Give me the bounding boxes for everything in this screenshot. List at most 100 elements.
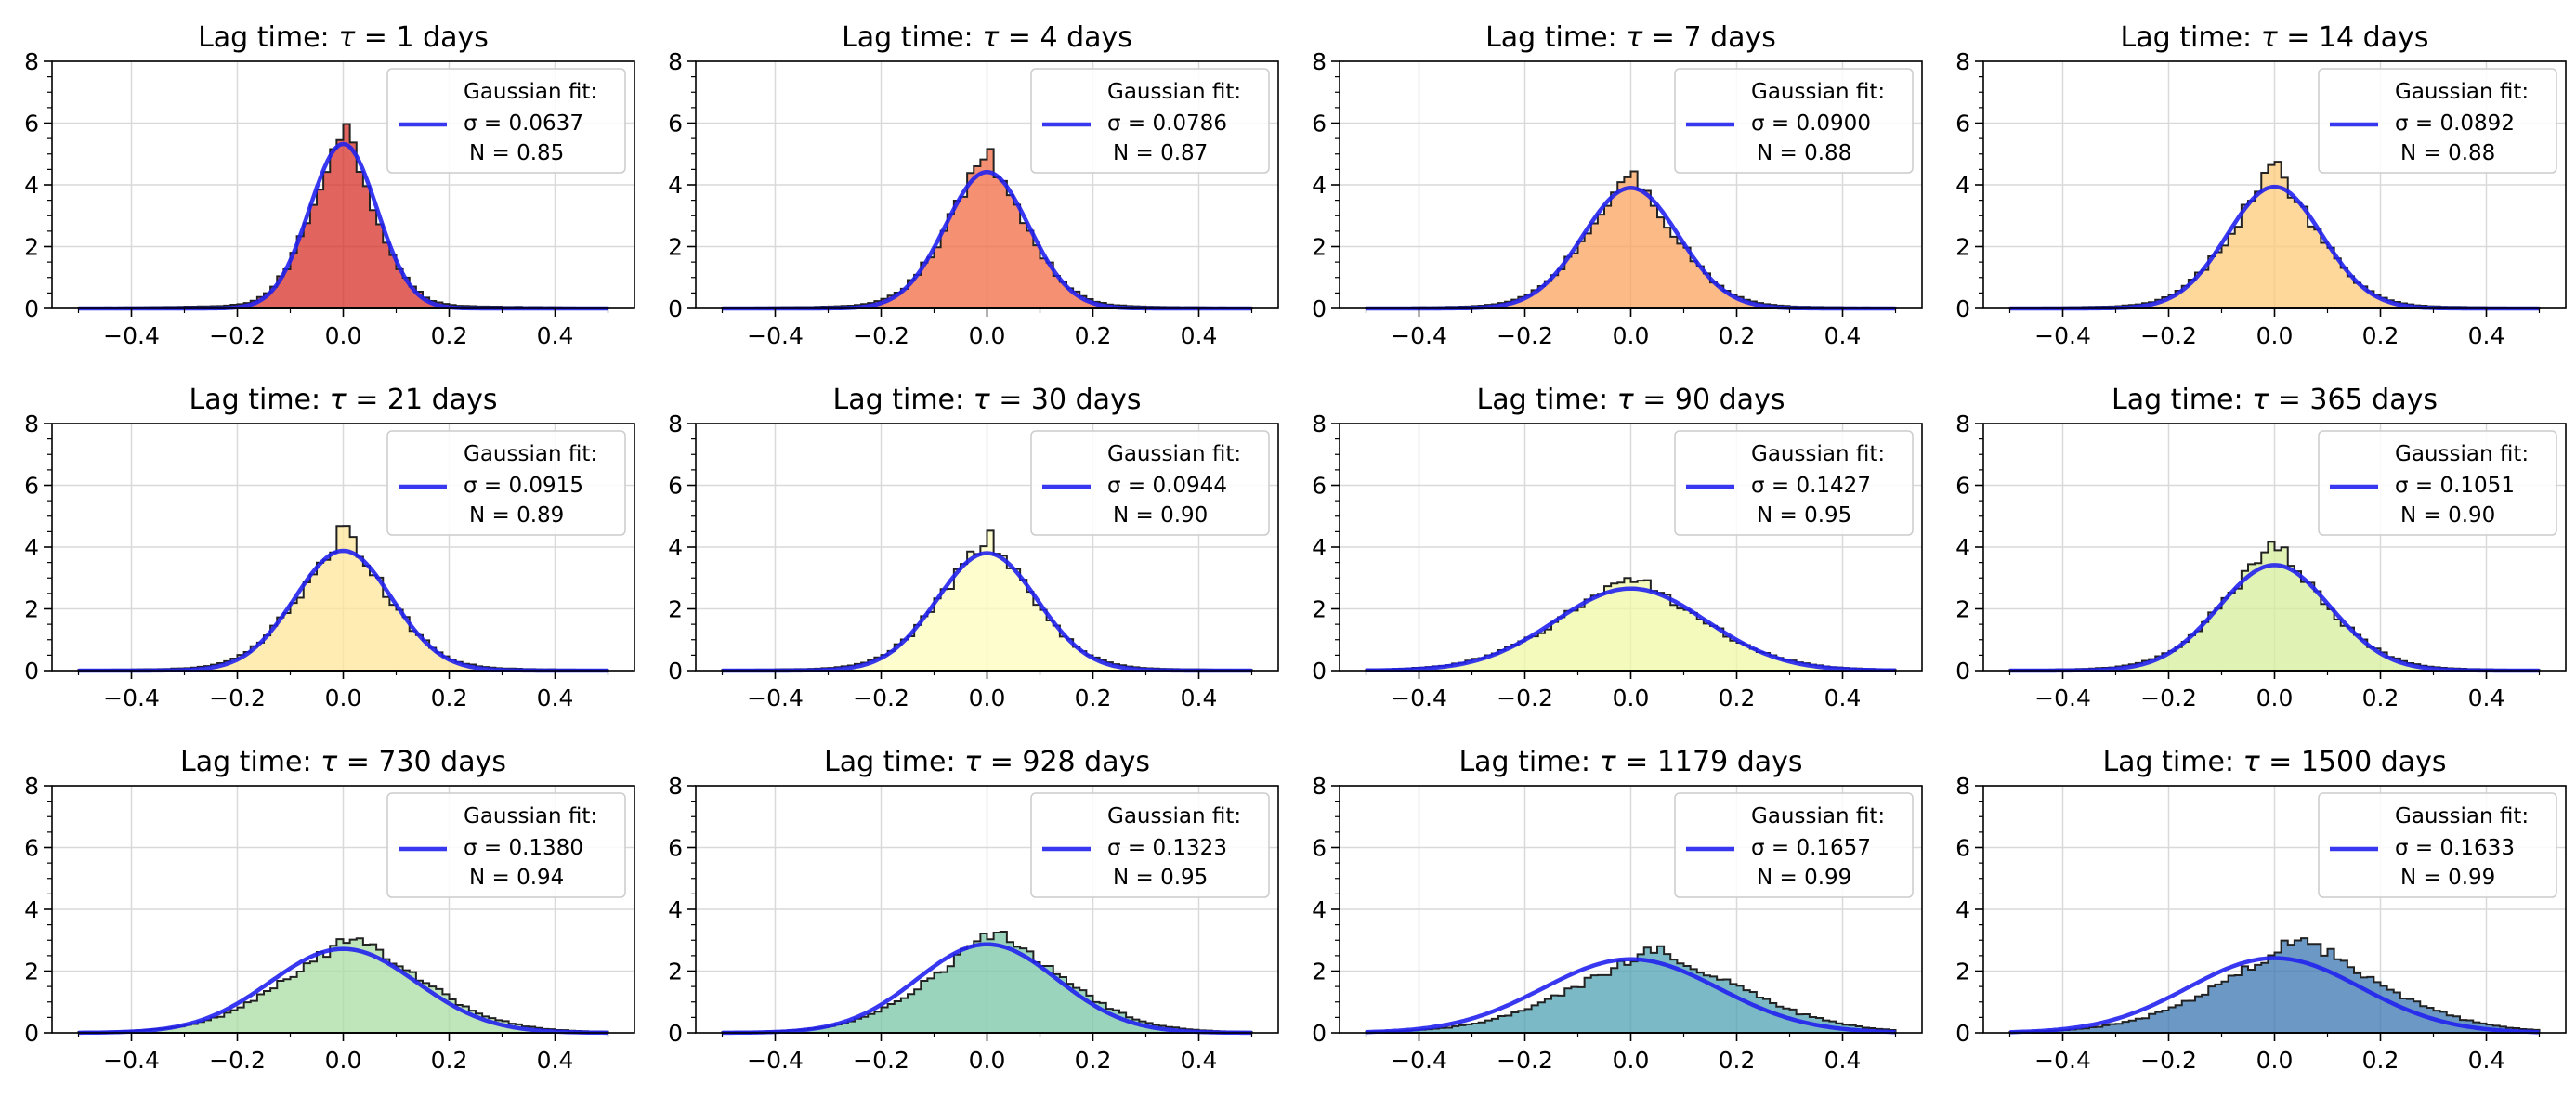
title-prefix: Lag time:	[833, 384, 974, 416]
title-tau: τ	[964, 746, 982, 778]
legend-box	[1030, 792, 1270, 898]
y-tick-label: 2	[1312, 234, 1327, 261]
x-tick-label: 0.0	[325, 685, 362, 711]
title-prefix: Lag time:	[824, 746, 964, 778]
y-tick-label: 6	[1955, 473, 1970, 500]
x-tick-label: −0.4	[2034, 1047, 2091, 1074]
legend-n: N = 0.89	[469, 503, 564, 528]
legend-box	[2318, 430, 2557, 536]
x-tick-label: −0.4	[747, 685, 804, 711]
legend-title: Gaussian fit:	[1107, 804, 1241, 829]
title-tau: τ	[974, 384, 991, 416]
legend-n: N = 0.99	[2400, 866, 2495, 890]
y-tick-label: 6	[24, 835, 39, 862]
y-tick-label: 2	[1312, 959, 1327, 985]
y-tick-label: 8	[668, 773, 683, 800]
legend-n: N = 0.90	[2400, 503, 2495, 528]
legend-box	[2318, 68, 2557, 174]
x-tick-label: −0.4	[103, 685, 160, 711]
title-prefix: Lag time:	[1477, 384, 1617, 416]
x-tick-label: −0.4	[103, 1047, 160, 1074]
subplot-title: Lag time: τ = 90 days	[1477, 384, 1785, 416]
subplot-3: Lag time: τ = 7 days −0.4 −0.2 0.0 0.2 0.4 0 2 4…	[1312, 21, 1923, 349]
legend-title: Gaussian fit:	[2395, 804, 2529, 829]
x-tick-label: −0.4	[747, 1047, 804, 1074]
title-tau: τ	[2252, 384, 2269, 416]
y-tick-label: 2	[1955, 959, 1970, 985]
histogram-bars	[77, 937, 609, 1034]
y-tick-label: 4	[24, 896, 39, 923]
y-tick-label: 0	[668, 295, 683, 322]
x-tick-label: 0.2	[1075, 322, 1112, 349]
y-tick-label: 8	[668, 48, 683, 75]
y-tick-label: 8	[24, 48, 39, 75]
subplot-7: Lag time: τ = 90 days −0.4 −0.2 0.0 0.2 0.4 0 2…	[1312, 384, 1923, 711]
legend-sigma: σ = 0.0637	[464, 111, 583, 136]
x-tick-label: 0.4	[1181, 322, 1218, 349]
y-tick-label: 6	[1312, 111, 1327, 137]
legend-sigma: σ = 0.1051	[2395, 474, 2515, 498]
histogram-bars	[1365, 577, 1897, 672]
y-tick-label: 6	[668, 835, 683, 862]
title-value: = 1500 days	[2260, 746, 2447, 778]
x-tick-label: −0.2	[1497, 1047, 1553, 1074]
x-tick-label: 0.0	[969, 685, 1006, 711]
x-tick-label: 0.4	[537, 322, 574, 349]
y-tick-label: 0	[24, 1020, 39, 1047]
legend-sigma: σ = 0.1657	[1751, 836, 1871, 860]
x-tick-label: 0.0	[1613, 1047, 1650, 1074]
legend-sigma: σ = 0.1633	[2395, 836, 2515, 860]
title-prefix: Lag time:	[1485, 21, 1626, 54]
y-tick-label: 0	[1955, 295, 1970, 322]
title-value: = 1 days	[355, 21, 489, 54]
subplot-6: Lag time: τ = 30 days −0.4 −0.2 0.0 0.2 0.4 0 2…	[668, 384, 1279, 711]
y-tick-label: 4	[1955, 172, 1970, 199]
y-tick-label: 2	[668, 959, 683, 985]
title-value: = 4 days	[999, 21, 1132, 54]
x-tick-label: 0.4	[2468, 1047, 2505, 1074]
x-tick-label: 0.4	[2468, 685, 2505, 711]
x-tick-label: 0.0	[2256, 1047, 2294, 1074]
title-value: = 365 days	[2269, 384, 2438, 416]
gaussian-fit-line	[2009, 956, 2540, 1035]
legend-title: Gaussian fit:	[464, 80, 597, 104]
subplot-title: Lag time: τ = 1 days	[198, 21, 489, 54]
y-tick-label: 2	[24, 596, 39, 623]
y-tick-label: 2	[668, 234, 683, 261]
y-tick-label: 0	[1312, 295, 1327, 322]
legend-box	[1674, 792, 1914, 898]
x-tick-label: −0.2	[853, 322, 909, 349]
subplot-5: Lag time: τ = 21 days −0.4 −0.2 0.0 0.2 0.4 0 2…	[24, 384, 635, 711]
y-tick-label: 2	[1955, 234, 1970, 261]
subplot-12: Lag time: τ = 1500 days −0.4 −0.2 0.0 0.2 0.4…	[1955, 746, 2567, 1074]
title-value: = 928 days	[981, 746, 1150, 778]
legend-sigma: σ = 0.1427	[1751, 474, 1871, 498]
x-tick-label: 0.2	[431, 1047, 468, 1074]
y-tick-label: 4	[668, 534, 683, 561]
x-tick-label: −0.2	[209, 685, 266, 711]
x-tick-label: 0.0	[325, 1047, 362, 1074]
x-tick-label: 0.0	[969, 1047, 1006, 1074]
legend-title: Gaussian fit:	[464, 804, 597, 829]
legend-sigma: σ = 0.0915	[464, 474, 583, 498]
gaussian-fit-line	[1366, 957, 1896, 1035]
title-prefix: Lag time:	[1458, 746, 1599, 778]
legend-n: N = 0.99	[1757, 866, 1851, 890]
y-tick-label: 6	[24, 111, 39, 137]
x-tick-label: 0.4	[537, 1047, 574, 1074]
x-tick-label: −0.2	[853, 685, 909, 711]
legend-title: Gaussian fit:	[1751, 80, 1885, 104]
y-tick-label: 8	[1312, 48, 1327, 75]
title-prefix: Lag time:	[190, 384, 330, 416]
y-tick-label: 0	[1312, 658, 1327, 685]
y-tick-label: 8	[1955, 773, 1970, 800]
subplot-title: Lag time: τ = 928 days	[824, 746, 1150, 778]
legend-n: N = 0.87	[1113, 141, 1208, 165]
legend-title: Gaussian fit:	[2395, 442, 2529, 466]
title-value: = 90 days	[1634, 384, 1785, 416]
legend-sigma: σ = 0.0944	[1107, 474, 1227, 498]
x-tick-label: −0.2	[209, 1047, 266, 1074]
legend-n: N = 0.94	[469, 866, 564, 890]
title-value: = 14 days	[2278, 21, 2429, 54]
